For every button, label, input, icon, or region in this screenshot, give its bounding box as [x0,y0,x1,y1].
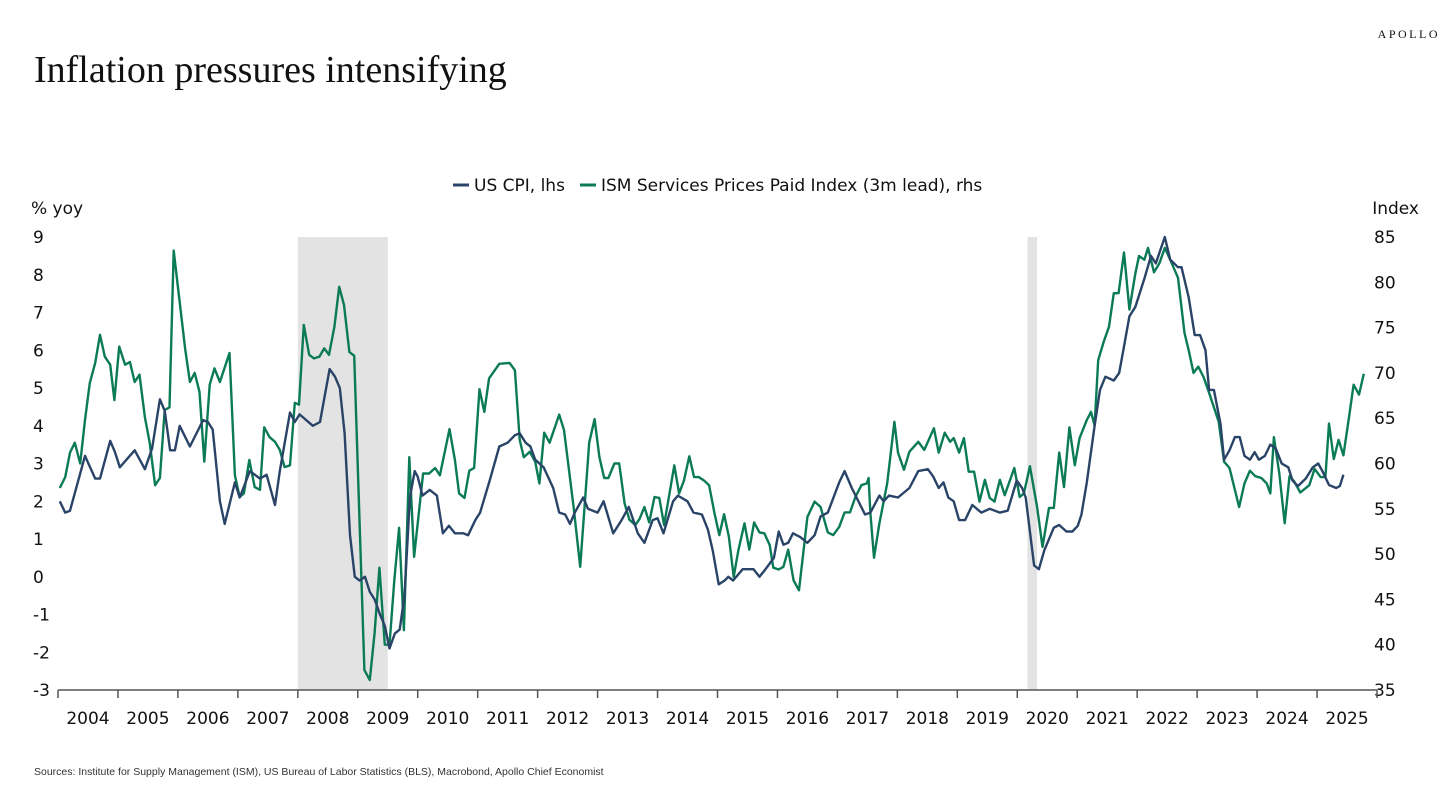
y-tick-label-left: 8 [33,266,44,286]
x-tick-label: 2013 [606,709,649,729]
x-tick-label: 2025 [1325,709,1368,729]
legend: US CPI, lhs ISM Services Prices Paid Ind… [453,176,982,196]
y-tick-label-left: -3 [33,681,50,701]
y-tick-label-left: 4 [33,417,44,437]
y-tick-label-left: 9 [33,228,44,248]
legend-label-ism: ISM Services Prices Paid Index (3m lead)… [601,176,982,196]
y-tick-label-left: 0 [33,568,44,588]
x-axis: 2004 2005 2006 2007 2008 2009 2010 2011 2012 2013… [57,689,1378,729]
y-axis-left-label: % yoy [31,199,83,219]
y-tick-label-right: 85 [1374,228,1396,248]
y-tick-label-left: 6 [33,341,44,361]
x-tick-label: 2008 [306,709,349,729]
x-tick-label: 2011 [486,709,529,729]
y-axis-right-label: Index [1372,199,1419,219]
x-tick-label: 2023 [1205,709,1248,729]
x-tick-label: 2017 [846,709,889,729]
x-tick-label: 2021 [1086,709,1129,729]
x-tick-label: 2005 [126,709,169,729]
x-tick-label: 2024 [1265,709,1308,729]
y-tick-label-left: 2 [33,492,44,512]
x-tick-label: 2020 [1026,709,1069,729]
y-tick-label-right: 75 [1374,319,1396,339]
recession-band [297,237,388,690]
y-tick-label-left: -2 [33,643,50,663]
y-tick-label-left: -1 [33,606,50,626]
x-tick-label: 2004 [66,709,109,729]
y-tick-label-right: 55 [1374,500,1396,520]
x-tick-label: 2010 [426,709,469,729]
x-tick-label: 2019 [966,709,1009,729]
x-tick-label: 2015 [726,709,769,729]
y-tick-label-left: 7 [33,304,44,324]
x-tick-label: 2007 [246,709,289,729]
x-tick-label: 2012 [546,709,589,729]
y-tick-label-right: 45 [1374,590,1396,610]
x-tick-label: 2014 [666,709,709,729]
y-tick-label-right: 65 [1374,409,1396,429]
brand-logo: APOLLO [1377,27,1440,41]
series-lines [58,235,1365,682]
y-axis-right: 85 80 75 70 65 60 55 50 45 40 35 [1374,228,1396,701]
recession-band [1027,237,1038,690]
y-tick-label-right: 35 [1374,681,1396,701]
y-tick-label-left: 5 [33,379,44,399]
y-axis-left: 9 8 7 6 5 4 3 2 1 0 -1 -2 -3 [33,228,50,701]
y-tick-label-left: 3 [33,455,44,475]
x-tick-label: 2022 [1146,709,1189,729]
page-title: Inflation pressures intensifying [34,49,507,91]
series-line-ism [58,246,1365,682]
legend-label-cpi: US CPI, lhs [474,176,565,196]
y-tick-label-left: 1 [33,530,44,550]
recession-shading [297,237,1038,690]
y-tick-label-right: 50 [1374,545,1396,565]
series-line-cpi [58,235,1345,650]
y-tick-label-right: 60 [1374,455,1396,475]
x-tick-label: 2009 [366,709,409,729]
y-tick-label-right: 70 [1374,364,1396,384]
x-tick-label: 2018 [906,709,949,729]
x-tick-label: 2006 [186,709,229,729]
source-note: Sources: Institute for Supply Management… [34,766,604,778]
y-tick-label-right: 80 [1374,273,1396,293]
y-tick-label-right: 40 [1374,636,1396,656]
x-tick-label: 2016 [786,709,829,729]
